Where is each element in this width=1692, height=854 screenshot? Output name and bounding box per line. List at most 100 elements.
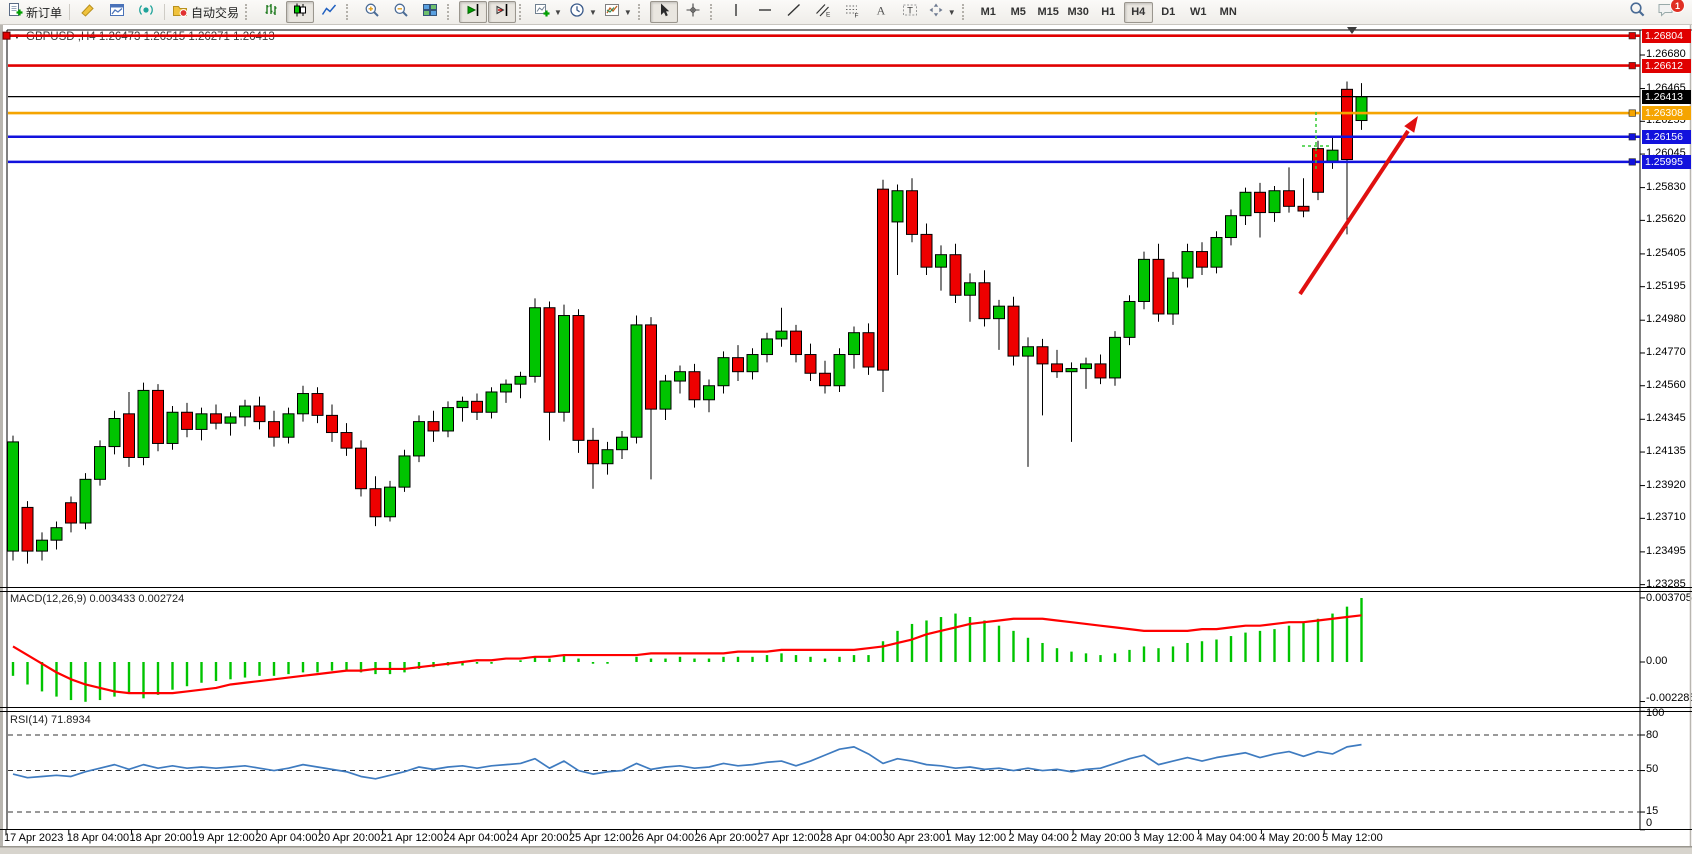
text-label-button[interactable]: T bbox=[896, 1, 924, 23]
candle-body bbox=[688, 371, 701, 401]
charts-window-button[interactable] bbox=[103, 1, 131, 23]
candlestick-chart-button[interactable] bbox=[286, 1, 315, 23]
candle-body bbox=[108, 417, 121, 448]
candle-body bbox=[442, 407, 454, 432]
new-order-button[interactable]: 新订单 bbox=[4, 1, 65, 23]
chart-shift-button[interactable] bbox=[488, 1, 517, 23]
price-tick-label: 1.24135 bbox=[1646, 445, 1686, 458]
text-button[interactable]: A bbox=[867, 1, 895, 23]
candle-body bbox=[1094, 363, 1107, 379]
zoom-in-button[interactable] bbox=[358, 1, 386, 23]
candle-body bbox=[297, 393, 309, 415]
candle-body bbox=[137, 389, 150, 458]
candle-body bbox=[717, 357, 730, 387]
zoom-out-button[interactable] bbox=[387, 1, 415, 23]
candle-body bbox=[1152, 258, 1165, 315]
equidistant-channel-button[interactable]: E bbox=[809, 1, 837, 23]
rsi-axis-50: 50 bbox=[1646, 763, 1659, 775]
channel-icon: E bbox=[815, 2, 831, 23]
candle-body bbox=[572, 315, 585, 441]
candle-body bbox=[746, 354, 759, 373]
tf-m15-button[interactable]: M15 bbox=[1037, 6, 1059, 18]
signal-icon bbox=[138, 2, 154, 23]
cursor-icon bbox=[656, 2, 672, 23]
toolbar-grip[interactable] bbox=[346, 4, 353, 20]
candle-body bbox=[471, 400, 483, 413]
styles-button[interactable] bbox=[74, 1, 102, 23]
clock-icon bbox=[569, 2, 585, 23]
window-bottom-edge bbox=[0, 847, 1692, 854]
tf-m1-button[interactable]: M1 bbox=[980, 6, 996, 18]
toolbar-grip[interactable] bbox=[519, 4, 526, 20]
candle-body bbox=[616, 436, 628, 451]
tile-windows-button[interactable] bbox=[416, 1, 444, 23]
arrows-icon bbox=[928, 2, 944, 23]
template-icon bbox=[604, 2, 620, 23]
price-line-chip: 1.26156 bbox=[1642, 129, 1691, 144]
time-label: 20 Apr 20:00 bbox=[317, 832, 381, 844]
candle-body bbox=[1080, 363, 1092, 370]
bar-chart-button[interactable] bbox=[257, 1, 285, 23]
fibonacci-icon: F bbox=[844, 2, 860, 23]
candle-body bbox=[601, 449, 614, 465]
fibonacci-button[interactable]: F bbox=[838, 1, 866, 23]
cursor-button[interactable] bbox=[649, 1, 678, 23]
tf-m30-button[interactable]: M30 bbox=[1067, 6, 1089, 18]
time-label: 27 Apr 12:00 bbox=[757, 832, 820, 844]
autotrade-label: 自动交易 bbox=[191, 5, 240, 20]
toolbar-grip[interactable] bbox=[961, 4, 969, 20]
search-button[interactable] bbox=[1623, 1, 1651, 23]
svg-text:T: T bbox=[907, 5, 913, 16]
templates-button[interactable]: ▼ bbox=[601, 1, 635, 23]
chart-title: GBPUSD ,H4 1.26473 1.26515 1.26271 1.264… bbox=[26, 31, 275, 43]
tf-w1-button[interactable]: W1 bbox=[1189, 6, 1207, 18]
periods-button[interactable]: ▼ bbox=[566, 1, 600, 23]
time-label: 30 Apr 23:00 bbox=[882, 832, 946, 844]
indicators-button[interactable]: ▼ bbox=[531, 1, 565, 23]
candle-body bbox=[935, 254, 947, 268]
candle-body bbox=[326, 414, 338, 434]
toolbar-grip[interactable] bbox=[245, 4, 252, 20]
time-label: 28 Apr 04:00 bbox=[820, 832, 883, 844]
candle-body bbox=[253, 405, 266, 423]
time-label: 26 Apr 20:00 bbox=[694, 832, 757, 844]
vertical-line-button[interactable] bbox=[722, 1, 750, 23]
auto-scroll-button[interactable] bbox=[459, 1, 488, 23]
candle-body bbox=[94, 446, 106, 480]
vertical-line-icon bbox=[728, 2, 744, 23]
toolbar-grip[interactable] bbox=[709, 4, 717, 20]
tf-m5-button[interactable]: M5 bbox=[1010, 6, 1026, 18]
notifications-button[interactable]: 1 bbox=[1652, 0, 1685, 23]
rsi-axis-15: 15 bbox=[1646, 805, 1659, 817]
price-line-chip: 1.26804 bbox=[1642, 28, 1691, 43]
new-order-icon bbox=[7, 2, 23, 23]
price-tick-label: 1.24980 bbox=[1646, 313, 1686, 326]
toolbar-grip[interactable] bbox=[637, 4, 645, 20]
candle-body bbox=[1167, 277, 1179, 315]
line-chart-button[interactable] bbox=[315, 1, 343, 23]
candle-body bbox=[674, 371, 686, 382]
candle-body bbox=[1196, 251, 1208, 268]
tf-d1-button[interactable]: D1 bbox=[1161, 6, 1176, 18]
time-label: 2 May 20:00 bbox=[1071, 832, 1132, 844]
time-label: 1 May 12:00 bbox=[945, 832, 1007, 844]
separator bbox=[164, 4, 166, 20]
time-label: 18 Apr 20:00 bbox=[129, 832, 192, 844]
toolbar-grip[interactable] bbox=[447, 4, 454, 20]
candle-body bbox=[1210, 237, 1223, 268]
macd-signal-line bbox=[12, 614, 1362, 695]
autotrade-button[interactable]: 自动交易 bbox=[169, 1, 242, 23]
tf-h1-button[interactable]: H1 bbox=[1101, 6, 1116, 18]
candle-body bbox=[1297, 205, 1310, 212]
tf-mn-button[interactable]: MN bbox=[1219, 6, 1237, 18]
text-label-icon: T bbox=[902, 2, 918, 23]
shapes-button[interactable]: ▼ bbox=[925, 1, 959, 23]
trendline-button[interactable] bbox=[780, 1, 808, 23]
price-line-chip: 1.25995 bbox=[1642, 154, 1691, 169]
search-icon bbox=[1629, 1, 1646, 23]
signals-button[interactable] bbox=[132, 1, 160, 23]
crosshair-button[interactable] bbox=[679, 1, 707, 23]
tf-h4-button[interactable]: H4 bbox=[1123, 1, 1153, 23]
horizontal-line-button[interactable] bbox=[751, 1, 779, 23]
